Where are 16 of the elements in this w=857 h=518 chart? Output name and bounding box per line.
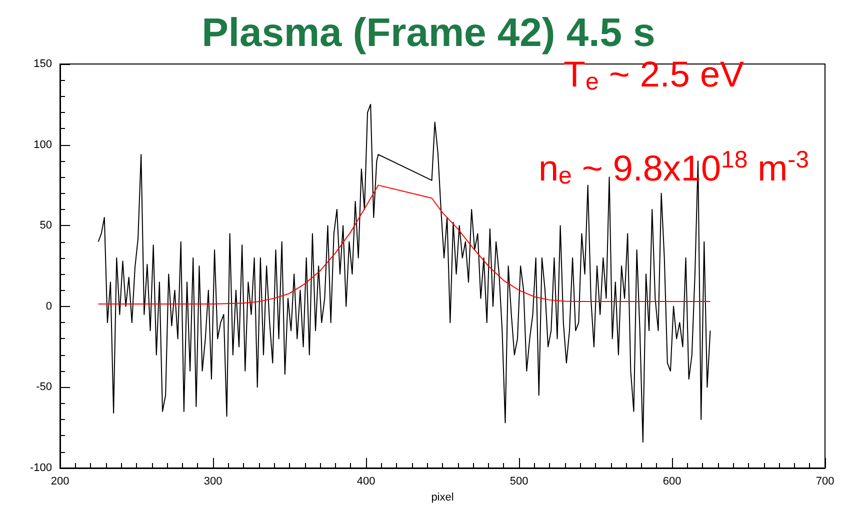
- y-tick-label: -100: [30, 462, 52, 474]
- x-tick-label: 300: [204, 476, 222, 488]
- x-tick-label: 500: [510, 476, 528, 488]
- annotation: Te ~ 2.5 eV: [564, 54, 744, 96]
- line-series: [98, 184, 711, 304]
- y-tick-label: -50: [36, 381, 52, 394]
- x-tick-label: 600: [662, 476, 682, 488]
- y-tick-label: 0: [46, 300, 52, 312]
- chart-title: Plasma (Frame 42) 4.5 s: [202, 11, 656, 55]
- x-tick-label: 200: [50, 476, 70, 488]
- y-tick-label: 50: [40, 220, 52, 232]
- x-tick-label: 700: [816, 476, 834, 488]
- x-tick-label: 400: [356, 476, 376, 488]
- y-tick-label: 100: [34, 138, 52, 151]
- y-tick-label: 150: [34, 58, 52, 70]
- x-axis-title: pixel: [431, 491, 454, 504]
